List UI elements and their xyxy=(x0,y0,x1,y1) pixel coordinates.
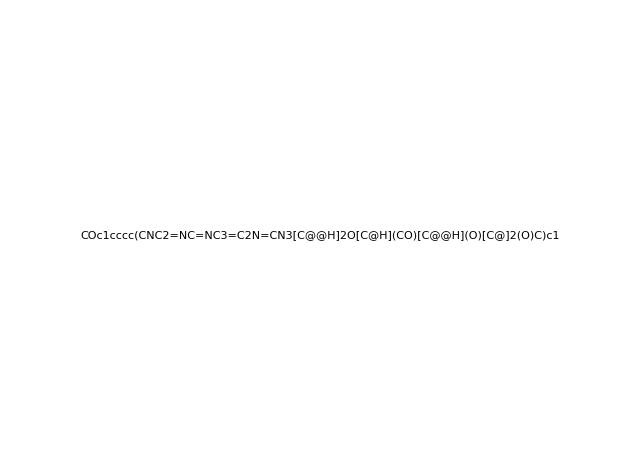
Text: COc1cccc(CNC2=NC=NC3=C2N=CN3[C@@H]2O[C@H](CO)[C@@H](O)[C@]2(O)C)c1: COc1cccc(CNC2=NC=NC3=C2N=CN3[C@@H]2O[C@H… xyxy=(80,230,560,240)
